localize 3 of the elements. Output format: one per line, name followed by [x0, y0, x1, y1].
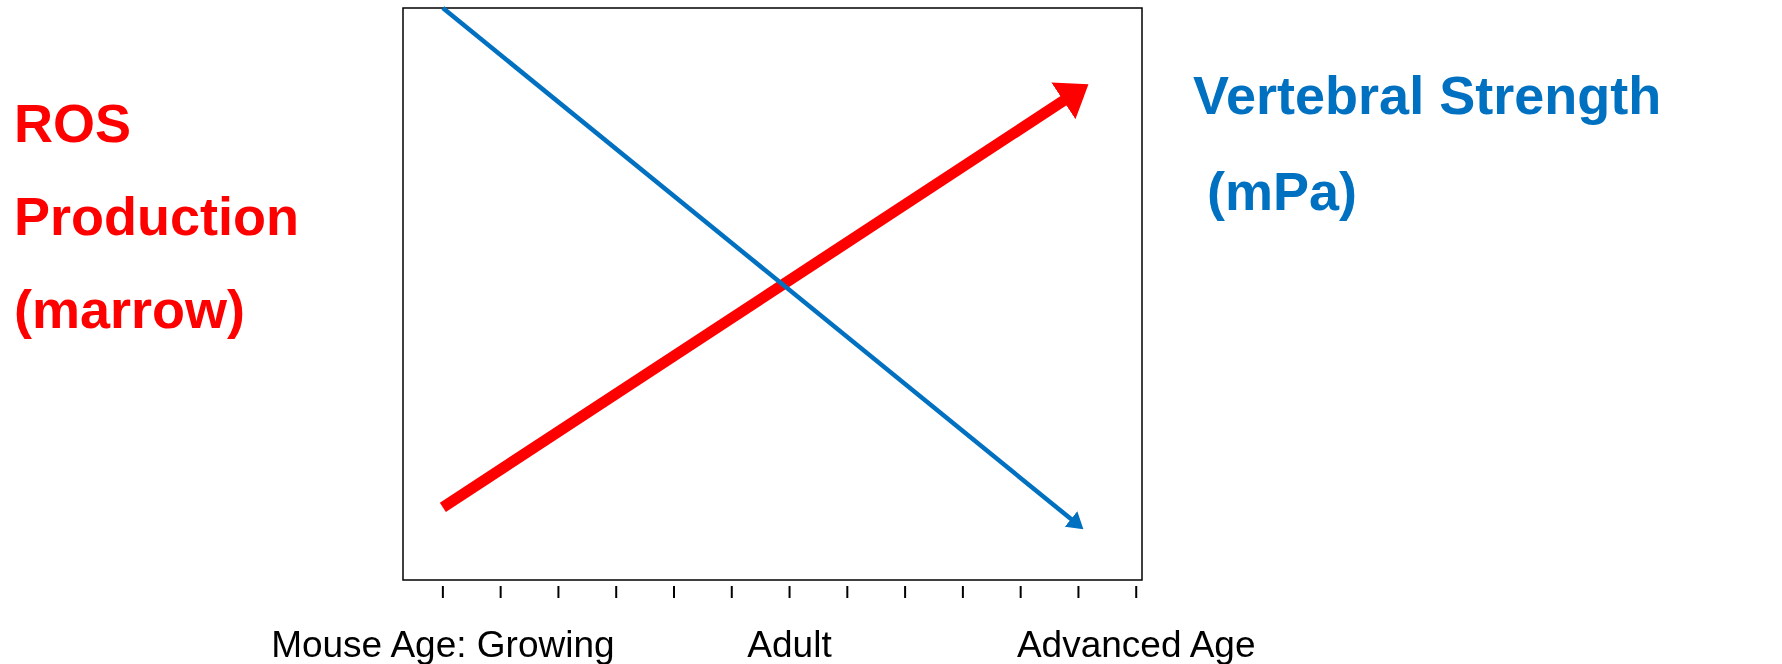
text: Vertebral Strength (mPa)	[1193, 65, 1662, 221]
x-tick-label: Adult	[747, 624, 833, 664]
text: ROS Production (marrow)	[14, 93, 299, 339]
